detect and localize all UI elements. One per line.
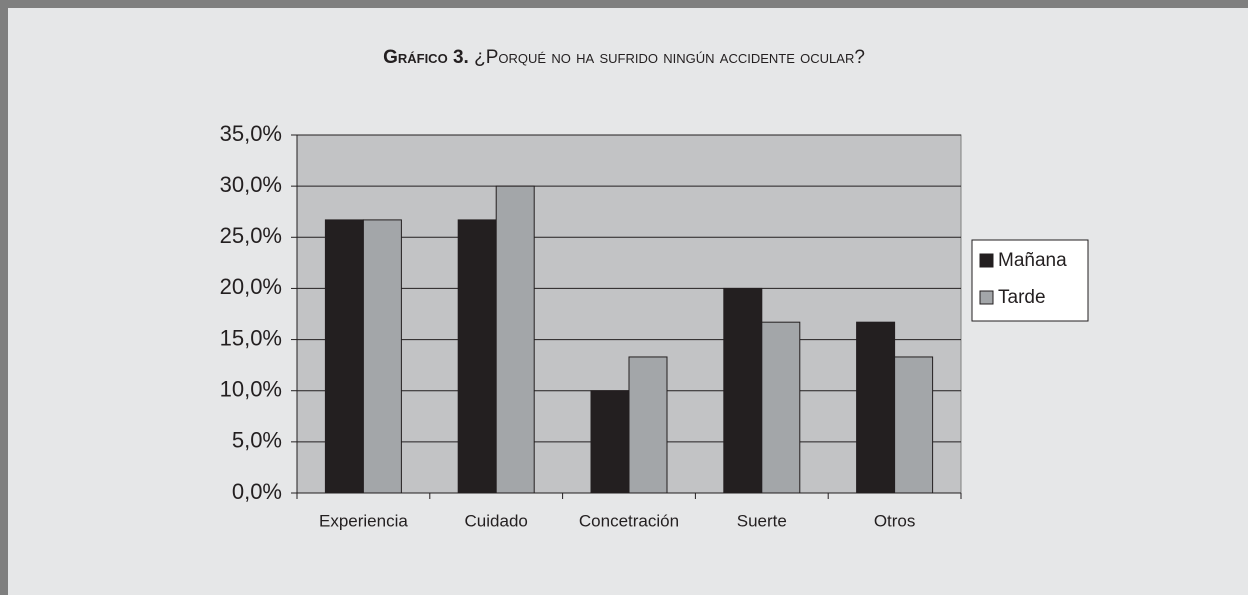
y-tick-label: 20,0% <box>220 274 282 299</box>
title-text: ¿Porqué no ha sufrido ningún accidente o… <box>474 47 865 68</box>
bar <box>590 390 630 494</box>
y-tick-label: 0,0% <box>232 479 282 504</box>
bar <box>894 356 934 494</box>
x-tick-label: Suerte <box>737 511 787 530</box>
chart-title: Gráfico 3. ¿Porqué no ha sufrido ningún … <box>383 47 865 68</box>
y-tick-label: 35,0% <box>220 121 282 146</box>
bar <box>723 287 763 494</box>
y-tick-label: 10,0% <box>220 377 282 402</box>
legend-label: Mañana <box>998 250 1067 271</box>
y-tick-label: 15,0% <box>220 325 282 350</box>
x-tick-label: Concetración <box>579 511 679 530</box>
bar <box>856 321 896 494</box>
y-tick-label: 30,0% <box>220 172 282 197</box>
bar <box>495 185 535 494</box>
bar <box>628 356 668 494</box>
legend-label: Tarde <box>998 287 1046 308</box>
y-tick-label: 25,0% <box>220 223 282 248</box>
legend-swatch <box>979 290 994 305</box>
frame-top <box>0 0 1248 8</box>
x-tick-label: Cuidado <box>465 511 528 530</box>
title-prefix: Gráfico 3. <box>383 47 469 68</box>
bar <box>362 219 402 494</box>
x-tick-label: Otros <box>874 511 916 530</box>
frame-left <box>0 0 8 595</box>
y-tick-label: 5,0% <box>232 428 282 453</box>
bar <box>324 219 364 494</box>
legend-swatch <box>979 253 994 268</box>
bar <box>761 321 801 494</box>
bar <box>457 219 497 494</box>
x-tick-label: Experiencia <box>319 511 408 530</box>
